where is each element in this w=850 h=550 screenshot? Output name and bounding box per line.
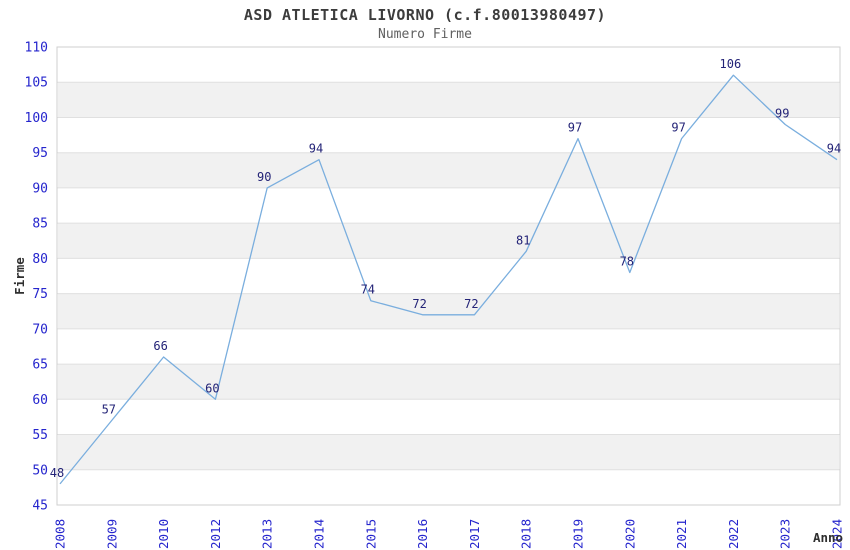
y-grid-band xyxy=(58,82,839,118)
data-point-label: 97 xyxy=(568,121,582,135)
y-tick-label: 75 xyxy=(32,287,48,302)
x-tick-label: 2019 xyxy=(571,519,586,549)
data-point-label: 72 xyxy=(412,297,426,311)
chart-title: ASD ATLETICA LIVORNO (c.f.80013980497) xyxy=(243,6,607,24)
y-tick-label: 45 xyxy=(32,499,48,514)
x-tick-label: 2021 xyxy=(674,519,689,549)
data-point-label: 94 xyxy=(309,142,323,156)
plot-border xyxy=(56,46,841,506)
y-tick-label: 100 xyxy=(25,111,48,126)
y-tick-label: 95 xyxy=(32,146,48,161)
y-tick-label: 60 xyxy=(32,393,48,408)
x-tick-label: 2008 xyxy=(53,519,68,549)
x-tick-label: 2017 xyxy=(467,519,482,549)
x-tick-label: 2020 xyxy=(622,519,637,549)
y-tick-label: 70 xyxy=(32,322,48,337)
data-point-label: 60 xyxy=(205,381,219,395)
x-tick-label: 2013 xyxy=(260,519,275,549)
x-tick-label: 2024 xyxy=(830,519,845,549)
y-tick-label: 110 xyxy=(25,41,48,56)
x-tick-label: 2009 xyxy=(104,519,119,549)
x-tick-label: 2015 xyxy=(363,519,378,549)
x-tick-label: 2018 xyxy=(519,519,534,549)
y-grid-band xyxy=(58,434,839,470)
series-line xyxy=(59,74,838,485)
data-point-label: 90 xyxy=(257,170,271,184)
data-point-label: 74 xyxy=(361,283,375,297)
y-grid-band xyxy=(58,223,839,259)
y-grid-band xyxy=(58,293,839,329)
data-point-label: 57 xyxy=(102,402,116,416)
x-tick-label: 2023 xyxy=(778,519,793,549)
data-point-label: 72 xyxy=(464,297,478,311)
x-axis-title: Anno xyxy=(813,530,843,545)
x-tick-label: 2016 xyxy=(415,519,430,549)
data-point-label: 48 xyxy=(50,466,64,480)
y-tick-label: 55 xyxy=(32,428,48,443)
data-point-label: 78 xyxy=(620,255,634,269)
data-point-label: 97 xyxy=(671,121,685,135)
data-point-label: 66 xyxy=(153,339,167,353)
y-tick-label: 85 xyxy=(32,217,48,232)
x-tick-label: 2010 xyxy=(156,519,171,549)
x-tick-label: 2012 xyxy=(208,519,223,549)
y-tick-label: 65 xyxy=(32,358,48,373)
y-tick-label: 80 xyxy=(32,252,48,267)
chart-plot-area: 48 57 66 60 90 94 74 72 72 81 97 78 97 106 99 94 45 50 55 6… xyxy=(25,41,845,550)
y-tick-label: 50 xyxy=(32,463,48,478)
y-axis-title: Firme xyxy=(12,257,27,295)
chart-subtitle: Numero Firme xyxy=(378,27,472,42)
data-point-label: 106 xyxy=(720,57,742,71)
y-grid-band xyxy=(58,364,839,400)
x-tick-label: 2014 xyxy=(312,519,327,549)
data-point-label: 99 xyxy=(775,107,789,121)
data-point-label: 94 xyxy=(827,142,841,156)
data-point-label: 81 xyxy=(516,233,530,247)
x-tick-label: 2022 xyxy=(726,519,741,549)
y-tick-label: 90 xyxy=(32,181,48,196)
y-tick-label: 105 xyxy=(25,76,48,91)
y-grid-band xyxy=(58,152,839,188)
